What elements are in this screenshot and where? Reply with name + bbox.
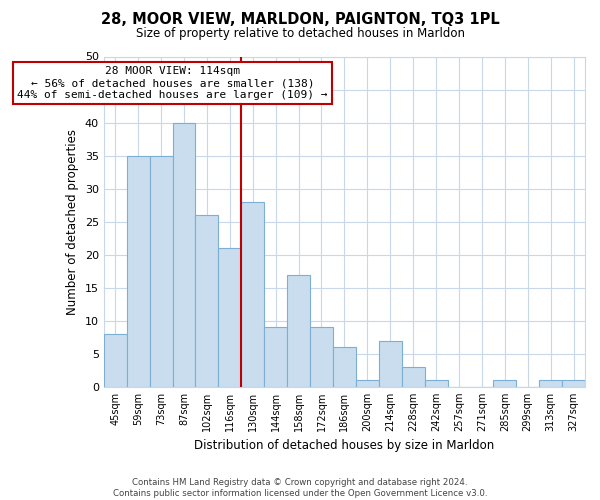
Bar bbox=[104, 334, 127, 387]
X-axis label: Distribution of detached houses by size in Marldon: Distribution of detached houses by size … bbox=[194, 440, 494, 452]
Bar bbox=[173, 122, 196, 387]
Bar bbox=[562, 380, 585, 387]
Bar bbox=[539, 380, 562, 387]
Bar bbox=[287, 274, 310, 387]
Bar bbox=[425, 380, 448, 387]
Text: Contains HM Land Registry data © Crown copyright and database right 2024.
Contai: Contains HM Land Registry data © Crown c… bbox=[113, 478, 487, 498]
Bar bbox=[333, 347, 356, 387]
Y-axis label: Number of detached properties: Number of detached properties bbox=[66, 128, 79, 314]
Bar bbox=[218, 248, 241, 387]
Bar bbox=[127, 156, 149, 387]
Text: 28 MOOR VIEW: 114sqm
← 56% of detached houses are smaller (138)
44% of semi-deta: 28 MOOR VIEW: 114sqm ← 56% of detached h… bbox=[17, 66, 328, 100]
Bar bbox=[264, 328, 287, 387]
Bar bbox=[196, 215, 218, 387]
Bar bbox=[356, 380, 379, 387]
Bar bbox=[401, 367, 425, 387]
Text: 28, MOOR VIEW, MARLDON, PAIGNTON, TQ3 1PL: 28, MOOR VIEW, MARLDON, PAIGNTON, TQ3 1P… bbox=[101, 12, 499, 28]
Bar bbox=[149, 156, 173, 387]
Bar bbox=[493, 380, 516, 387]
Bar bbox=[310, 328, 333, 387]
Bar bbox=[241, 202, 264, 387]
Bar bbox=[379, 340, 401, 387]
Text: Size of property relative to detached houses in Marldon: Size of property relative to detached ho… bbox=[136, 28, 464, 40]
